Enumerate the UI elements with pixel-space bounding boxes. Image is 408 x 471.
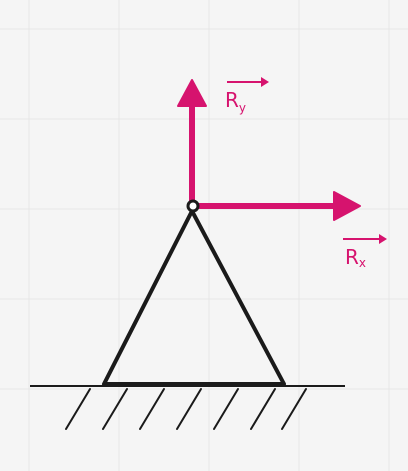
svg-text:Ry: Ry: [225, 88, 246, 115]
svg-text:Rx: Rx: [345, 245, 366, 270]
rx-vector-arrow-icon: [343, 234, 387, 244]
rx-label-main: R: [345, 245, 359, 269]
ry-label-subscript: y: [239, 101, 246, 115]
ground-hatching: [65, 388, 307, 430]
rx-force-arrow: [196, 191, 361, 221]
rx-label: Rx: [343, 234, 387, 270]
pin-support-triangle: [102, 209, 286, 386]
rx-label-subscript: x: [359, 256, 366, 270]
ry-label: Ry: [225, 77, 269, 115]
ry-force-arrow: [177, 79, 207, 205]
pin-joint: [186, 199, 200, 213]
ry-vector-arrow-icon: [227, 77, 269, 87]
ry-label-main: R: [225, 88, 239, 112]
